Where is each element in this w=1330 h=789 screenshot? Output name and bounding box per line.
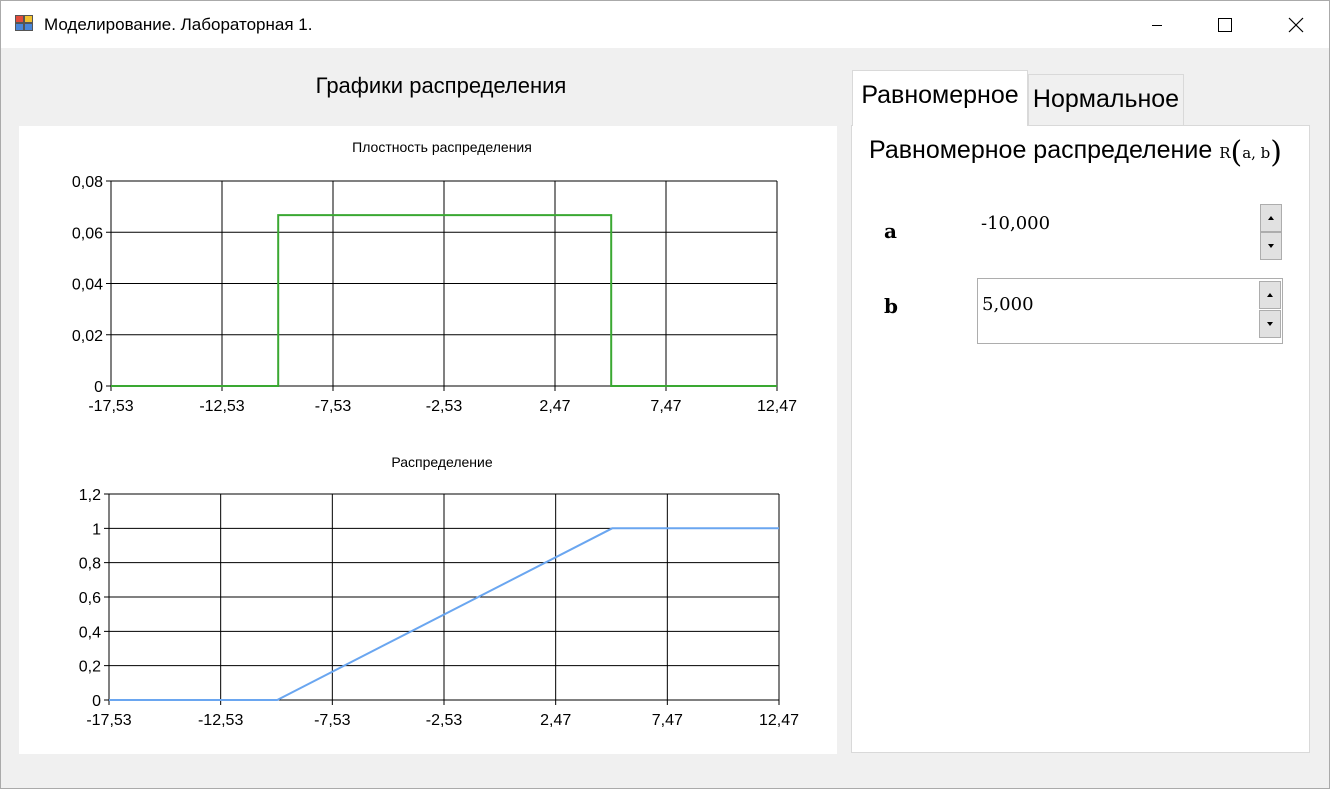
panel-heading: Равномерное распределение R(a, b) xyxy=(869,132,1282,171)
density-x-tick-label: 12,47 xyxy=(757,398,797,415)
cdf-y-tick-label: 0,6 xyxy=(79,590,101,607)
charts-container: Плостность распределения -17,53 -12,53 -7,5… xyxy=(19,126,837,754)
param-b-decrement-button[interactable] xyxy=(1259,310,1281,338)
window-title: Моделирование. Лабораторная 1. xyxy=(44,15,313,34)
maximize-icon xyxy=(1218,17,1232,32)
close-icon xyxy=(1288,17,1304,32)
cdf-x-tick-label: -7,53 xyxy=(314,712,351,729)
tab-uniform[interactable]: Равномерное xyxy=(852,70,1028,126)
param-a-increment-button[interactable] xyxy=(1260,204,1282,232)
formula-symbol: R xyxy=(1219,144,1231,162)
cdf-chart-title: Распределение xyxy=(391,454,493,470)
minimize-icon xyxy=(1152,24,1162,26)
cdf-x-tick-label: 2,47 xyxy=(540,712,571,729)
cdf-x-tick-label: 7,47 xyxy=(652,712,683,729)
param-a-decrement-button[interactable] xyxy=(1260,232,1282,260)
density-x-tick-label: -2,53 xyxy=(426,398,463,415)
density-y-tick-label: 0 xyxy=(94,379,103,396)
density-y-tick-label: 0,08 xyxy=(72,174,103,191)
cdf-y-tick-label: 1 xyxy=(92,521,101,538)
arrow-down-icon xyxy=(1267,322,1273,326)
panel-heading-text: Равномерное распределение xyxy=(869,136,1213,164)
density-series-line xyxy=(111,214,777,387)
cdf-x-tick-label: -2,53 xyxy=(426,712,463,729)
arrow-up-icon xyxy=(1267,293,1273,297)
density-x-tick-label: -12,53 xyxy=(199,398,244,415)
close-button[interactable] xyxy=(1273,1,1319,48)
param-b-label: b xyxy=(884,294,898,318)
density-y-tick-label: 0,06 xyxy=(72,225,103,242)
param-a-value: -10,000 xyxy=(981,213,1051,234)
charts-canvas: Плостность распределения -17,53 -12,53 -7,5… xyxy=(72,139,799,729)
param-a-label: a xyxy=(884,219,897,243)
cdf-y-tick-label: 0 xyxy=(92,693,101,710)
maximize-button[interactable] xyxy=(1202,1,1248,48)
density-x-tick-label: -17,53 xyxy=(88,398,133,415)
cdf-y-tick-label: 0,8 xyxy=(79,556,101,573)
cdf-y-tick-label: 0,2 xyxy=(79,659,101,676)
param-b-input[interactable]: 5,000 xyxy=(977,278,1283,344)
density-x-tick-label: -7,53 xyxy=(315,398,352,415)
density-y-tick-label: 0,02 xyxy=(72,328,103,345)
cdf-x-tick-label: 12,47 xyxy=(759,712,799,729)
title-bar[interactable]: Моделирование. Лабораторная 1. xyxy=(1,1,1329,48)
param-b-value: 5,000 xyxy=(982,294,1034,315)
density-chart-title: Плостность распределения xyxy=(352,139,532,155)
param-b-increment-button[interactable] xyxy=(1259,281,1281,309)
cdf-x-tick-label: -17,53 xyxy=(86,712,131,729)
arrow-up-icon xyxy=(1268,216,1274,220)
density-x-tick-label: 7,47 xyxy=(650,398,681,415)
density-x-tick-label: 2,47 xyxy=(539,398,570,415)
tab-normal[interactable]: Нормальное xyxy=(1028,74,1184,126)
cdf-y-tick-label: 1,2 xyxy=(79,487,101,504)
cdf-series-line xyxy=(109,527,779,701)
uniform-tab-panel: Равномерное распределение R(a, b) a -10,… xyxy=(851,125,1310,753)
arrow-down-icon xyxy=(1268,244,1274,248)
app-icon xyxy=(15,15,34,32)
distribution-formula: R(a, b) xyxy=(1219,135,1283,170)
cdf-x-tick-label: -12,53 xyxy=(198,712,243,729)
density-y-tick-label: 0,04 xyxy=(72,277,103,294)
charts-heading: Графики распределения xyxy=(315,73,567,98)
tab-uniform-label: Равномерное xyxy=(861,81,1019,109)
tab-normal-label: Нормальное xyxy=(1032,85,1180,113)
param-a-input[interactable]: -10,000 xyxy=(977,204,1283,262)
minimize-button[interactable] xyxy=(1134,1,1180,48)
formula-args: a, b xyxy=(1242,144,1271,162)
cdf-y-tick-label: 0,4 xyxy=(79,624,101,641)
